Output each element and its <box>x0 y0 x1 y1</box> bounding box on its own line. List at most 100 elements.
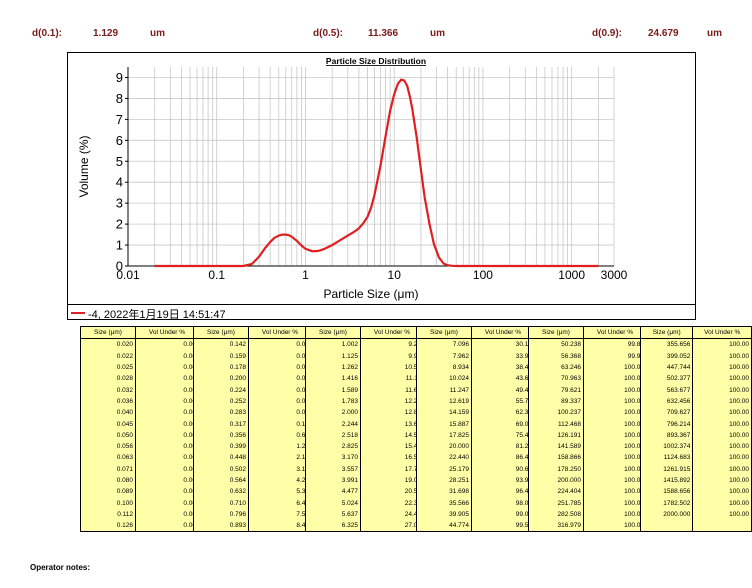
size-cell: 126.191 <box>528 429 584 441</box>
vol-under-cell: 0.00 <box>135 508 199 521</box>
table-row: 632.456 100.00 <box>639 395 752 408</box>
vol-under-cell: 13.65 <box>360 418 424 430</box>
table-row: 1124.683 100.00 <box>639 452 752 464</box>
vol-under-cell: 9.28 <box>360 338 424 351</box>
size-cell: 7.096 <box>416 338 472 351</box>
vol-under-cell: 8.46 <box>248 520 312 533</box>
vol-under-cell: 100.00 <box>692 384 752 396</box>
size-cell: 0.448 <box>193 452 249 464</box>
vol-under-cell: 100.00 <box>692 497 752 509</box>
size-cell: 2.244 <box>305 418 361 430</box>
size-cell: 0.356 <box>193 429 249 441</box>
size-column-header: Size (μm) <box>639 325 694 340</box>
size-cell: 112.468 <box>528 418 584 430</box>
y-tick-label: 2 <box>116 217 123 232</box>
d10-value: 1.129 <box>93 28 119 39</box>
size-cell: 158.866 <box>528 452 584 464</box>
legend-line-swatch <box>71 312 85 314</box>
vol-under-cell: 16.57 <box>360 452 424 464</box>
vol-under-cell: 0.00 <box>135 338 199 351</box>
vol-under-cell: 0.00 <box>248 373 312 385</box>
size-cell: 56.368 <box>528 350 584 362</box>
table-header-row: Size (μm) Vol Under % <box>80 325 199 340</box>
vol-under-cell: 0.00 <box>135 520 199 533</box>
table-row: 5.637 24.47 <box>305 508 424 521</box>
table-row: 0.028 0.00 <box>80 373 199 385</box>
size-column-header: Size (μm) <box>80 325 136 340</box>
vol-under-cell: 75.41 <box>471 429 535 441</box>
x-tick-label: 1 <box>302 268 309 282</box>
table-row: 224.404 100.00 <box>528 486 647 498</box>
vol-under-cell: 0.00 <box>135 429 199 441</box>
vol-under-cell: 100.00 <box>692 474 752 487</box>
vol-under-cell: 69.01 <box>471 418 535 430</box>
series-line <box>154 78 599 268</box>
size-cell: 0.089 <box>80 486 136 498</box>
table-row: 8.934 38.44 <box>416 361 535 374</box>
table-row: 12.619 55.76 <box>416 395 535 408</box>
vol-under-cell: 17.78 <box>360 463 424 475</box>
table-row: 1.262 10.57 <box>305 361 424 374</box>
table-row: 5.024 22.36 <box>305 497 424 509</box>
table-row: 50.238 99.85 <box>528 338 647 351</box>
table-row: 31.698 96.40 <box>416 486 535 498</box>
table-row: 0.178 0.00 <box>193 361 312 374</box>
y-tick-label: 3 <box>116 196 123 211</box>
vol-under-cell: 0.00 <box>135 361 199 374</box>
table-row: 0.050 0.00 <box>80 429 199 441</box>
table-row: 0.159 0.00 <box>193 350 312 362</box>
table-row: 3.991 19.08 <box>305 474 424 487</box>
vol-under-cell: 19.08 <box>360 474 424 487</box>
table-row: 6.325 27.05 <box>305 520 424 533</box>
vol-under-cell: 22.36 <box>360 497 424 509</box>
vol-under-column-header: Vol Under % <box>583 325 647 340</box>
table-row: 0.224 0.00 <box>193 384 312 396</box>
vol-under-cell: 100.00 <box>692 407 752 419</box>
vol-under-cell: 100.00 <box>692 395 752 408</box>
vol-under-cell: 100.00 <box>583 463 647 475</box>
vol-under-cell: 0.00 <box>135 452 199 464</box>
x-tick-label: 3000 <box>601 268 628 282</box>
vol-under-cell: 100.00 <box>692 361 752 374</box>
vol-under-cell: 86.42 <box>471 452 535 464</box>
vol-under-cell: 20.59 <box>360 486 424 498</box>
summary-line: d(0.1): 1.129 um d(0.5): 11.366 um d(0.9… <box>0 28 752 44</box>
table-row: 0.283 0.04 <box>193 407 312 419</box>
size-cell: 502.377 <box>639 373 694 385</box>
size-cell: 44.774 <box>416 520 472 533</box>
vol-under-cell: 12.88 <box>360 407 424 419</box>
table-row: 563.677 100.00 <box>639 384 752 396</box>
size-cell: 20.000 <box>416 440 472 453</box>
vol-under-cell: 0.00 <box>135 350 199 362</box>
size-cell: 8.934 <box>416 361 472 374</box>
table-row: 316.979 100.00 <box>528 520 647 533</box>
vol-under-cell: 100.00 <box>583 395 647 408</box>
table-row: 1.589 11.64 <box>305 384 424 396</box>
size-cell: 200.000 <box>528 474 584 487</box>
table-row: 2.000 12.88 <box>305 407 424 419</box>
size-cell: 0.200 <box>193 373 249 385</box>
table-row: 141.589 100.00 <box>528 440 647 453</box>
vol-under-cell: 0.19 <box>248 418 312 430</box>
table-row: 0.142 0.00 <box>193 338 312 351</box>
size-cell: 5.637 <box>305 508 361 521</box>
size-table-5: Size (μm) Vol Under % 50.238 99.85 56.368 99.… <box>528 325 647 533</box>
vol-under-cell: 100.00 <box>583 520 647 533</box>
size-cell: 399.052 <box>639 350 694 362</box>
table-row: 0.032 0.00 <box>80 384 199 396</box>
size-cell: 282.508 <box>528 508 584 521</box>
table-row: 0.100 0.00 <box>80 497 199 509</box>
size-cell: 0.252 <box>193 395 249 408</box>
table-row: 0.080 0.00 <box>80 474 199 487</box>
table-row: 0.126 0.00 <box>80 520 199 533</box>
d10-label: d(0.1): <box>32 28 62 39</box>
vol-under-cell: 27.05 <box>360 520 424 533</box>
table-row: 0.022 0.00 <box>80 350 199 362</box>
size-cell: 0.126 <box>80 520 136 533</box>
vol-under-column-header: Vol Under % <box>360 325 424 340</box>
table-row: 0.710 6.46 <box>193 497 312 509</box>
size-cell: 0.564 <box>193 474 249 487</box>
size-cell: 28.251 <box>416 474 472 487</box>
table-row: 39.905 99.03 <box>416 508 535 521</box>
table-row: 1.783 12.22 <box>305 395 424 408</box>
